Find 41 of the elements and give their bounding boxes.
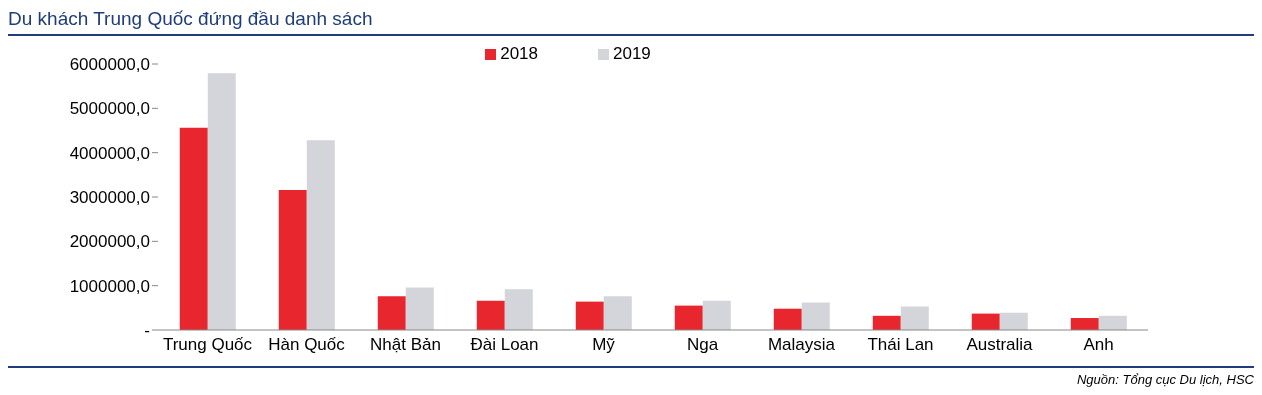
bar [306, 140, 335, 330]
legend-label: 2018 [500, 44, 538, 63]
x-tick-label: Anh [1083, 335, 1114, 355]
y-tick-label: 4000000,0 [69, 143, 150, 163]
y-tick-label: 5000000,0 [69, 99, 150, 119]
x-tick-label: Nga [686, 335, 719, 355]
bar [702, 300, 731, 330]
bar [405, 287, 434, 330]
bar [603, 296, 632, 330]
bar [999, 312, 1028, 330]
y-tick-label: 2000000,0 [69, 232, 150, 252]
bar [179, 127, 208, 330]
bar [1070, 318, 1099, 330]
x-tick-label: Australia [966, 335, 1034, 355]
bar [278, 189, 307, 330]
bar [801, 302, 830, 330]
y-tick-label: 1000000,0 [69, 276, 150, 296]
y-tick-label: 6000000,0 [69, 55, 150, 75]
x-tick-label: Nhật Bản [370, 335, 441, 355]
bar [1098, 315, 1127, 330]
y-tick-label: 3000000,0 [69, 188, 150, 208]
x-tick-label: Thái Lan [867, 335, 934, 355]
bar [900, 306, 929, 330]
bar [773, 308, 802, 330]
text: Nguồn: Tổng cục Du lịch, HSC [1075, 372, 1254, 387]
x-tick-label: Trung Quốc [162, 335, 253, 355]
bar [575, 301, 604, 330]
bar [207, 73, 236, 330]
bar [971, 313, 1000, 330]
legend-label: 2019 [613, 44, 651, 63]
bar [476, 300, 505, 330]
bar [872, 315, 901, 330]
x-tick-label: Mỹ [592, 335, 616, 355]
bar [504, 289, 533, 330]
x-tick-label: Đài Loan [470, 335, 539, 355]
chart-title: Du khách Trung Quốc đứng đầu danh sách [8, 8, 1254, 36]
x-tick-label: Hàn Quốc [268, 335, 346, 355]
y-tick-label: - [144, 321, 150, 341]
bar [674, 305, 703, 330]
x-tick-label: Malaysia [767, 335, 836, 355]
bar [377, 296, 406, 330]
